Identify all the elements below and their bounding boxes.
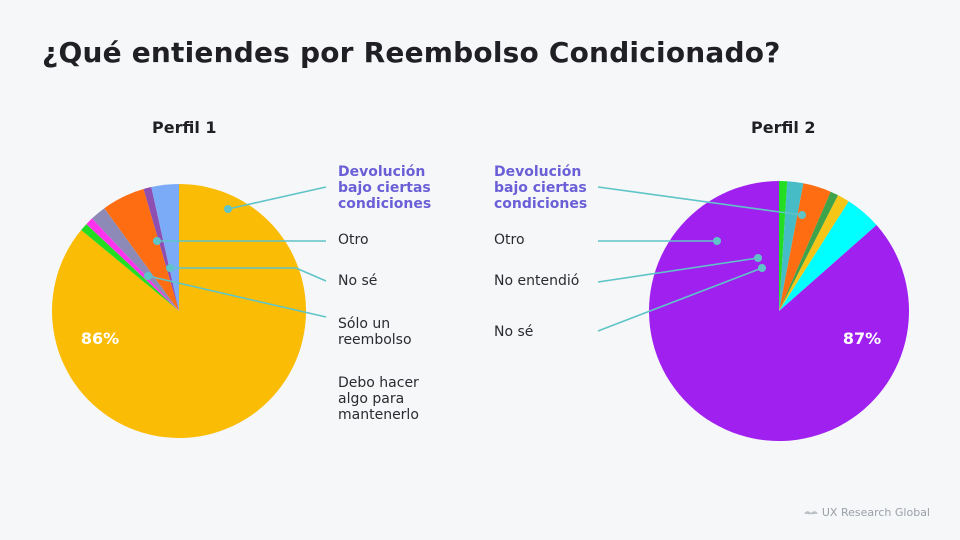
mustache-icon [803,510,818,514]
legend-label-otro-2: Otro [494,232,525,248]
pie-slice-1-4 [92,208,179,311]
legend-label-no-se-1: No sé [338,273,378,289]
footer-brand-text: UX Research Global [821,506,930,519]
leader-line-1-4 [144,272,327,318]
leader-line-1-2 [153,237,326,245]
legend-label-devolucion-1: Devolución bajo ciertas condiciones [338,164,432,212]
legend-label-debo-hacer-1: Debo hacer algo para mantenerlo [338,375,419,423]
legend-label-no-se-2: No sé [494,324,534,340]
legend-label-no-entendio-2: No entendió [494,273,580,289]
legend-label-devolucion-2: Devolución bajo ciertas condiciones [494,164,588,212]
data-label-1: 86% [81,329,119,348]
leader-line-2-1 [597,186,806,219]
pie-slice-1-3 [86,218,179,311]
pie-slice-1-6 [143,187,179,311]
chart-title-perfil-1: Perfil 1 [152,118,217,137]
leader-line-1-1 [224,186,327,213]
pie-slice-1-2 [81,224,179,311]
page-title: ¿Qué entiendes por Reembolso Condicionad… [42,36,781,69]
pie-slice-1-5 [104,189,179,311]
leader-line-2-3 [597,254,762,283]
pie-slice-2-7 [779,181,788,311]
pie-slice-2-2 [779,201,877,311]
data-label-2: 87% [843,329,881,348]
leader-line-2-2 [598,237,721,245]
legend-label-solo-reembolso-1: Sólo un reembolso [338,316,412,348]
legend-label-otro-1: Otro [338,232,369,248]
footer-brand: UX Research Global [803,506,930,519]
pie-slice-2-4 [779,191,839,311]
pie-slice-2-3 [779,195,849,311]
chart-title-perfil-2: Perfil 2 [751,118,816,137]
pie-slice-2-5 [779,183,831,311]
pie-slice-1-7 [151,184,179,311]
leader-line-1-3 [166,264,327,282]
leader-line-2-4 [597,264,766,332]
